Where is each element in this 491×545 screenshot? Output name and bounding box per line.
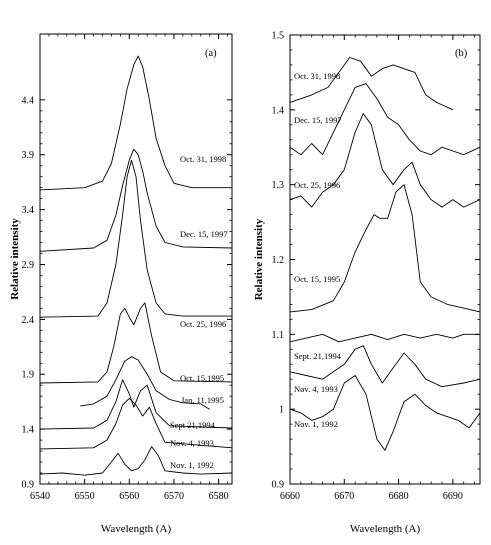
y-tick-label: 1.1 [272, 330, 285, 341]
series-label: Dec. 15, 1997 [180, 229, 228, 239]
panel-label: (b) [455, 48, 468, 59]
x-tick-label: 6690 [443, 491, 463, 502]
x-tick-label: 6550 [75, 491, 95, 502]
y-tick-label: 4.4 [22, 95, 35, 106]
y-tick-label: 1.4 [22, 425, 35, 436]
series-line-4 [39, 302, 233, 384]
series-line-2 [39, 148, 233, 252]
series-line-3 [39, 159, 232, 318]
series-label: Nov. 1, 1992 [170, 460, 214, 470]
y-tick-label: 1.2 [272, 255, 285, 266]
series-label: Jan. 11,1995 [181, 395, 224, 405]
series-label: Oct. 31, 1998 [294, 71, 340, 81]
x-tick-label: 6570 [164, 491, 184, 502]
series-line-5 [289, 333, 480, 343]
panel-b: 0.9 1 1.1 1.2 1.3 1.4 1.5 6660 6670 6680 6690 Oct. … [253, 31, 481, 535]
y-tick-label: 1.3 [272, 180, 285, 191]
series-label: Oct. 15, 1995 [294, 274, 340, 284]
series-label: Oct. 25, 1996 [294, 180, 340, 190]
y-tick-label: 1.9 [22, 370, 35, 381]
series-line-3 [289, 113, 481, 208]
series-label: Oct. 15,1995 [180, 373, 224, 383]
series-line-1 [289, 57, 454, 111]
series-line-8 [39, 446, 233, 476]
x-tick-label: 6540 [30, 491, 50, 502]
series-line-7 [39, 397, 233, 450]
y-axis-title: Relative intensity [9, 218, 21, 300]
series-label: Sept 21,1994 [170, 420, 216, 430]
series-line-4 [289, 184, 481, 313]
y-tick-label: 1 [279, 405, 284, 416]
y-tick-label: 1.4 [272, 105, 285, 116]
panel-label: (a) [205, 48, 217, 59]
y-tick-label: 0.9 [22, 480, 35, 491]
plot-frame [289, 34, 481, 485]
series-line-5 [80, 356, 210, 410]
x-axis-title: Wavelength (A) [350, 523, 421, 535]
series-line-7 [289, 375, 481, 451]
panel-a: 0.9 1.4 1.9 2.4 2.9 3.4 3.9 4.4 6540 6550 6560 6570… [9, 33, 233, 535]
series-label: Oct. 25, 1996 [180, 319, 226, 329]
series-label: Sept. 21,1994 [294, 351, 342, 361]
y-tick-label: 2.9 [22, 260, 35, 271]
series-label: Dec. 15, 1997 [294, 115, 342, 125]
x-tick-label: 6560 [119, 491, 139, 502]
series-line-1 [39, 55, 232, 191]
x-tick-label: 6580 [209, 491, 229, 502]
y-tick-label: 3.9 [22, 150, 35, 161]
x-axis-title: Wavelength (A) [101, 523, 172, 535]
plot-frame [39, 33, 233, 485]
x-tick-label: 6680 [389, 491, 409, 502]
series-label: Nov. 1, 1992 [294, 419, 338, 429]
x-tick-label: 6670 [334, 491, 354, 502]
series-line-6 [289, 345, 481, 388]
y-tick-label: 1.5 [272, 31, 285, 42]
y-tick-label: 0.9 [272, 480, 285, 491]
series-label: Nov. 4, 1993 [294, 384, 338, 394]
series-label: Oct. 31, 1998 [180, 154, 226, 164]
series-label: Nov. 4, 1993 [170, 438, 214, 448]
series-line-2 [289, 83, 481, 156]
x-tick-label: 6660 [280, 491, 300, 502]
y-axis-title: Relative intensity [253, 218, 265, 300]
y-tick-label: 3.4 [22, 205, 35, 216]
y-tick-label: 2.4 [22, 315, 35, 326]
